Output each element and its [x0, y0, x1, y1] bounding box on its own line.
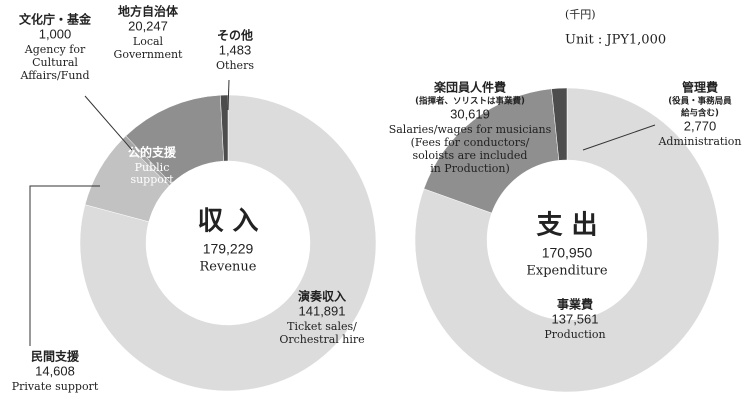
leader-line — [582, 124, 656, 151]
category-label-en: Orchestral hire — [279, 333, 364, 346]
category-label-en: Affairs/Fund — [19, 69, 89, 82]
unit: (千円) — [565, 8, 596, 21]
category-label: 演奏収入 — [298, 289, 346, 304]
group-label-en: Public — [135, 161, 170, 174]
category-label-en: Local — [133, 35, 164, 48]
category-label-en: Private support — [12, 380, 99, 393]
category-label-en: (Fees for conductors/ — [411, 136, 530, 149]
category-label: その他 — [217, 28, 253, 43]
category-note: (指揮者、ソリストは事業費) — [415, 96, 525, 107]
donut-segment — [551, 87, 568, 161]
center-total: 179,229 — [203, 241, 254, 257]
donut-segment — [220, 94, 229, 162]
category-label-en: soloists are included — [413, 149, 528, 162]
donut-segment — [79, 94, 377, 392]
value-label: 141,891 — [299, 303, 346, 318]
category-label: 文化庁・基金 — [19, 12, 92, 27]
category-label: 地方自治体 — [118, 4, 179, 19]
group-label: 公的支援 — [128, 145, 177, 160]
leader-line — [227, 79, 230, 111]
value-label: 137,561 — [552, 311, 599, 326]
value-label: 20,247 — [128, 18, 168, 33]
value-label: 2,770 — [684, 118, 717, 133]
category-note: 給与含む) — [681, 108, 719, 119]
center-title: 支 出 — [536, 211, 597, 241]
category-label-en: Government — [114, 48, 184, 61]
category-note: (役員・事務局員 — [668, 96, 732, 107]
donut-segment — [414, 87, 720, 393]
category-label-en: Administration — [657, 135, 741, 148]
center-title: 収 入 — [197, 207, 258, 237]
center-total: 170,950 — [542, 245, 593, 261]
category-label: 民間支援 — [31, 349, 80, 364]
group-label-en: support — [130, 173, 174, 186]
leader-line — [84, 95, 133, 151]
value-label: 30,619 — [450, 106, 490, 121]
category-label-en: Cultural — [32, 56, 78, 69]
leader-line — [29, 185, 100, 346]
category-label-en: Production — [544, 328, 605, 341]
value-label: 1,000 — [39, 26, 72, 41]
category-label: 楽団員人件費 — [434, 80, 506, 95]
value-label: 14,608 — [35, 363, 75, 378]
value-label: 1,483 — [219, 42, 252, 57]
category-label: 事業費 — [557, 297, 593, 312]
unit-en: Unit : JPY1,000 — [565, 33, 666, 48]
category-label-en: Ticket sales/ — [287, 320, 357, 333]
category-label: 管理費 — [682, 80, 718, 95]
category-label-en: in Production) — [430, 162, 510, 175]
category-label-en: Others — [216, 59, 254, 72]
center-title-en: Revenue — [200, 260, 257, 275]
category-label-en: Agency for — [24, 43, 86, 56]
center-title-en: Expenditure — [526, 264, 607, 279]
category-label-en: Salaries/wages for musicians — [389, 123, 552, 136]
